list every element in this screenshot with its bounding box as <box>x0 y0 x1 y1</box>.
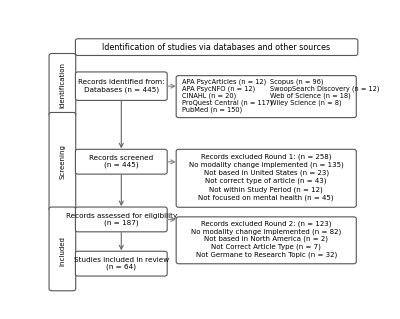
Text: Records excluded Round 1: (n = 258): Records excluded Round 1: (n = 258) <box>201 153 332 160</box>
Text: CINAHL (n = 20): CINAHL (n = 20) <box>182 92 236 99</box>
FancyBboxPatch shape <box>76 72 167 100</box>
FancyBboxPatch shape <box>76 149 167 174</box>
Text: Not Correct Article Type (n = 7): Not Correct Article Type (n = 7) <box>211 244 321 250</box>
Text: No modality change implemented (n = 82): No modality change implemented (n = 82) <box>191 228 341 234</box>
Text: Studies included in review
(n = 64): Studies included in review (n = 64) <box>74 257 169 271</box>
Text: Not based in North America (n = 2): Not based in North America (n = 2) <box>204 236 328 242</box>
FancyBboxPatch shape <box>76 251 167 276</box>
Text: PubMed (n = 150): PubMed (n = 150) <box>182 106 242 113</box>
Text: Not Germane to Research Topic (n = 32): Not Germane to Research Topic (n = 32) <box>196 251 337 258</box>
Text: Records screened
(n = 445): Records screened (n = 445) <box>89 155 154 168</box>
Text: No modality change implemented (n = 135): No modality change implemented (n = 135) <box>189 161 344 168</box>
Text: Records excluded Round 2: (n = 123): Records excluded Round 2: (n = 123) <box>201 220 332 227</box>
Text: Identification: Identification <box>59 62 66 108</box>
FancyBboxPatch shape <box>176 217 356 264</box>
Text: Records identified from:
Databases (n = 445): Records identified from: Databases (n = … <box>78 79 165 93</box>
FancyBboxPatch shape <box>176 149 356 207</box>
Text: Wiley Science (n = 8): Wiley Science (n = 8) <box>270 99 341 106</box>
Text: Not based in United States (n = 23): Not based in United States (n = 23) <box>204 170 329 176</box>
Text: APA PsycArticles (n = 12): APA PsycArticles (n = 12) <box>182 78 266 85</box>
Text: Records assessed for eligibility
(n = 187): Records assessed for eligibility (n = 18… <box>66 213 177 226</box>
Text: Scopus (n = 96): Scopus (n = 96) <box>270 78 323 85</box>
Text: SwoopSearch Discovery (n = 12): SwoopSearch Discovery (n = 12) <box>270 85 379 92</box>
Text: APA PsycNFO (n = 12): APA PsycNFO (n = 12) <box>182 85 255 92</box>
Text: Not correct type of article (n = 43): Not correct type of article (n = 43) <box>206 178 327 184</box>
Text: Not within Study Period (n = 12): Not within Study Period (n = 12) <box>209 186 323 193</box>
FancyBboxPatch shape <box>76 207 167 232</box>
Text: ProQuest Central (n = 117): ProQuest Central (n = 117) <box>182 99 272 106</box>
Text: Not focused on mental health (n = 45): Not focused on mental health (n = 45) <box>198 195 334 201</box>
FancyBboxPatch shape <box>49 54 76 116</box>
Text: Included: Included <box>59 236 66 266</box>
FancyBboxPatch shape <box>49 113 76 211</box>
Text: Web of Science (n = 18): Web of Science (n = 18) <box>270 92 350 99</box>
FancyBboxPatch shape <box>176 76 356 118</box>
FancyBboxPatch shape <box>76 39 358 56</box>
Text: Identification of studies via databases and other sources: Identification of studies via databases … <box>102 43 330 52</box>
FancyBboxPatch shape <box>49 207 76 291</box>
Text: Screening: Screening <box>59 144 66 179</box>
